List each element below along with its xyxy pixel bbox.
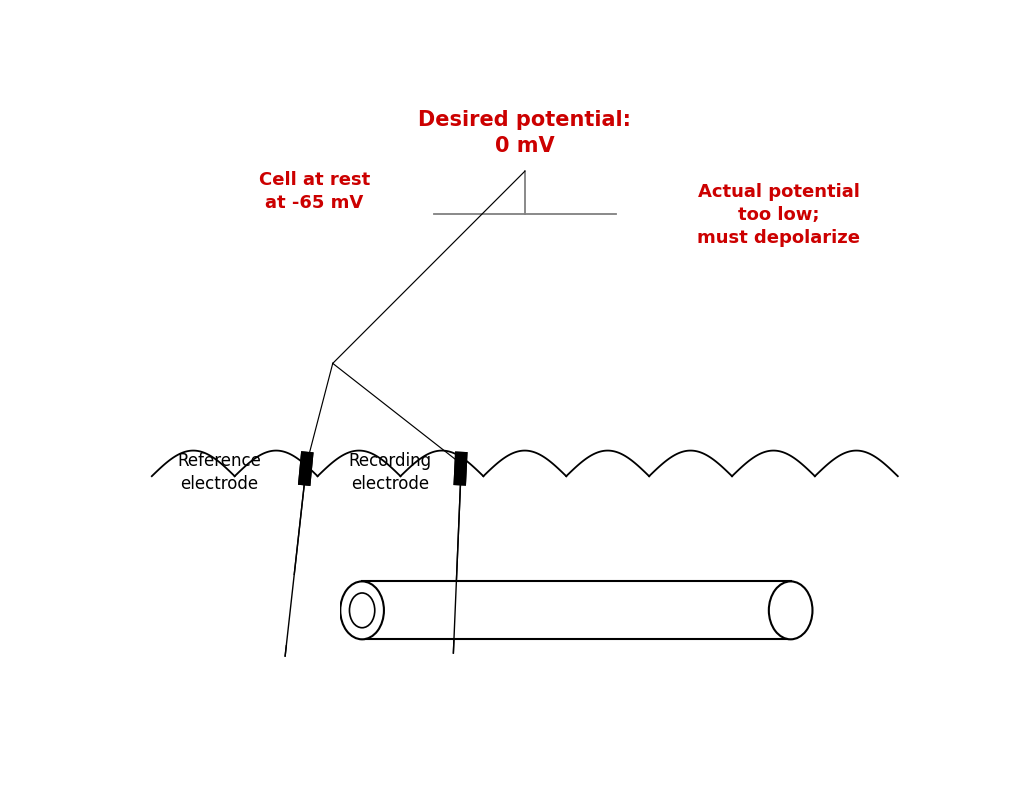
Ellipse shape — [340, 581, 384, 639]
Text: Actual potential
too low;
must depolarize: Actual potential too low; must depolariz… — [697, 184, 860, 247]
Text: Desired potential:
0 mV: Desired potential: 0 mV — [418, 110, 632, 156]
Ellipse shape — [769, 581, 812, 639]
Text: Cell at rest
at -65 mV: Cell at rest at -65 mV — [259, 171, 370, 212]
Text: Reference
electrode: Reference electrode — [177, 451, 261, 493]
Ellipse shape — [349, 593, 375, 628]
Bar — [362, 581, 791, 639]
Text: Recording
electrode: Recording electrode — [348, 451, 431, 493]
Bar — [128, 575, 340, 645]
